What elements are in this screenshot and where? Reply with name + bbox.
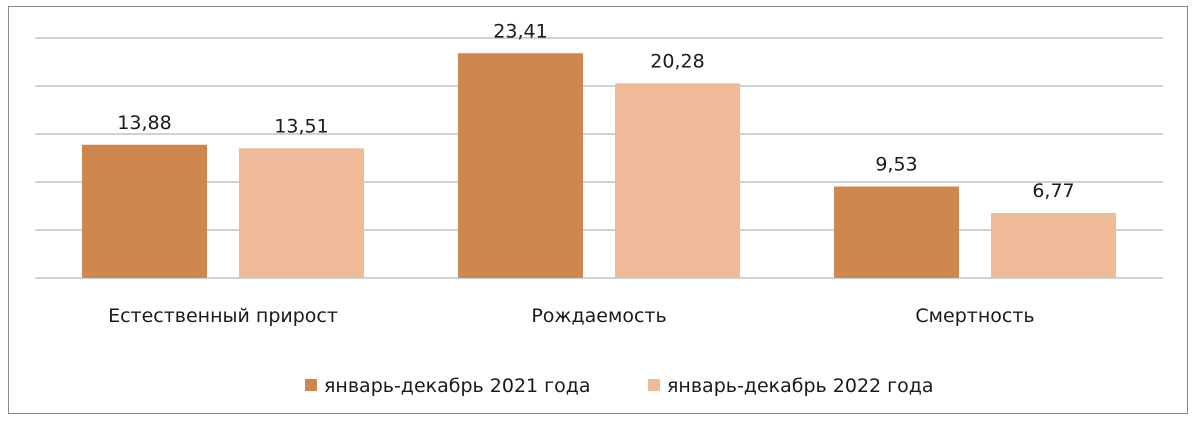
data-label: 13,88 (117, 112, 171, 134)
bar-2-1 (239, 148, 364, 278)
bar-2-2 (615, 83, 740, 278)
bars (82, 53, 1116, 278)
data-label: 20,28 (650, 50, 704, 72)
data-label: 13,51 (274, 115, 328, 137)
x-tick-label: Смертность (915, 305, 1034, 327)
x-axis-tick-labels: Естественный прирост Рождаемость Смертност… (108, 305, 1035, 327)
data-label: 9,53 (875, 154, 917, 176)
legend-label-2: январь-декабрь 2022 года (667, 375, 934, 397)
legend-swatch-2 (648, 379, 660, 391)
data-label: 6,77 (1032, 180, 1074, 202)
data-label: 23,41 (493, 20, 547, 42)
bar-1-2 (458, 53, 583, 278)
bar-2-3 (991, 213, 1116, 278)
data-labels: 13,88 13,51 23,41 20,28 9,53 6,77 (117, 20, 1074, 202)
x-tick-label: Рождаемость (531, 305, 666, 327)
legend-swatch-1 (305, 379, 317, 391)
bar-1-1 (82, 144, 207, 278)
gridlines (35, 37, 1163, 279)
bar-1-3 (834, 186, 959, 278)
legend-label-1: январь-декабрь 2021 года (324, 375, 591, 397)
x-tick-label: Естественный прирост (108, 305, 338, 327)
legend: январь-декабрь 2021 года январь-декабрь 2… (305, 375, 934, 397)
